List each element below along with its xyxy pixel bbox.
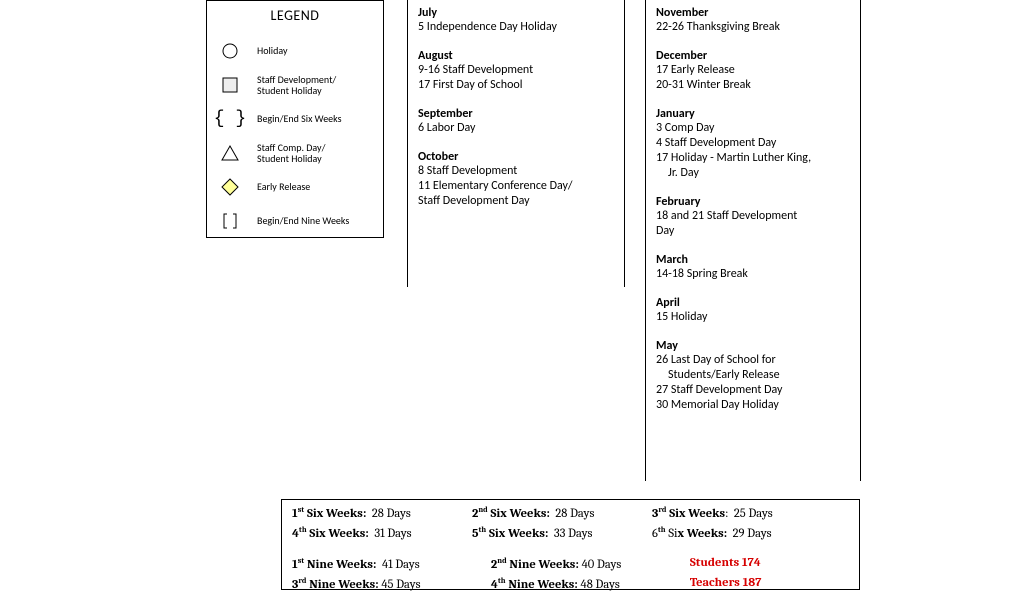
month-block: October8 Staff Development11 Elementary … [418, 150, 614, 209]
month-block: April15 Holiday [656, 296, 850, 325]
event-line: 14-18 Spring Break [656, 267, 850, 282]
nine-weeks-row-1: 1st Nine Weeks: 41 Days 2nd Nine Weeks: … [292, 555, 849, 575]
legend-label: Holiday [257, 45, 287, 57]
month-name: February [656, 195, 850, 209]
legend-row-comp-day: Staff Comp. Day/Student Holiday [207, 136, 383, 170]
legend-label: Early Release [257, 181, 310, 193]
events-column-1: July5 Independence Day Holiday August9-16… [407, 0, 625, 287]
six-weeks-3: 3rd Six Weeks: 25 Days [652, 504, 832, 524]
event-line: 17 First Day of School [418, 78, 614, 93]
event-line: 17 Early Release [656, 63, 850, 78]
triangle-icon [217, 140, 243, 166]
legend-row-six-weeks: { } Begin/End Six Weeks [207, 102, 383, 136]
brackets-icon [217, 208, 243, 234]
legend-label: Staff Development/Student Holiday [257, 74, 336, 97]
event-line: 17 Holiday - Martin Luther King, [656, 151, 850, 166]
event-line: Day [656, 224, 850, 239]
events-column-2: November22-26 Thanksgiving Break December… [645, 0, 861, 481]
month-name: November [656, 6, 850, 20]
month-block: May26 Last Day of School forStudents/Ear… [656, 339, 850, 413]
event-line: 5 Independence Day Holiday [418, 20, 614, 35]
event-line: 22-26 Thanksgiving Break [656, 20, 850, 35]
month-name: July [418, 6, 614, 20]
month-name: August [418, 49, 614, 63]
braces-icon: { } [217, 106, 243, 132]
six-weeks-row-2: 4th Six Weeks: 31 Days 5th Six Weeks: 33… [292, 524, 849, 544]
month-block: July5 Independence Day Holiday [418, 6, 614, 35]
students-total: Students 174 [690, 555, 849, 575]
legend-row-staff-dev: Staff Development/Student Holiday [207, 68, 383, 102]
event-line: 4 Staff Development Day [656, 136, 850, 151]
legend-title: LEGEND [207, 7, 383, 24]
month-block: March14-18 Spring Break [656, 253, 850, 282]
diamond-icon [217, 174, 243, 200]
event-line: 3 Comp Day [656, 121, 850, 136]
event-line: 6 Labor Day [418, 121, 614, 136]
nine-weeks-4: 4th Nine Weeks: 48 Days [491, 575, 690, 595]
month-block: August9-16 Staff Development17 First Day… [418, 49, 614, 93]
page: LEGEND Holiday Staff Development/Student… [0, 0, 1029, 593]
legend-label: Begin/End Six Weeks [257, 113, 342, 125]
month-block: February18 and 21 Staff DevelopmentDay [656, 195, 850, 239]
event-line: 11 Elementary Conference Day/ [418, 179, 614, 194]
event-line: Jr. Day [656, 166, 850, 181]
legend-row-early-release: Early Release [207, 170, 383, 204]
nine-weeks-3: 3rd Nine Weeks: 45 Days [292, 575, 491, 595]
month-block: November22-26 Thanksgiving Break [656, 6, 850, 35]
legend-box: LEGEND Holiday Staff Development/Student… [206, 0, 384, 238]
month-name: January [656, 107, 850, 121]
nine-weeks-1: 1st Nine Weeks: 41 Days [292, 555, 491, 575]
legend-row-holiday: Holiday [207, 34, 383, 68]
nine-weeks-row-2: 3rd Nine Weeks: 45 Days 4th Nine Weeks: … [292, 575, 849, 595]
teachers-total: Teachers 187 [690, 575, 849, 595]
month-block: January3 Comp Day4 Staff Development Day… [656, 107, 850, 181]
event-line: 9-16 Staff Development [418, 63, 614, 78]
legend-row-nine-weeks: Begin/End Nine Weeks [207, 204, 383, 238]
six-weeks-4: 4th Six Weeks: 31 Days [292, 524, 472, 544]
legend-label: Staff Comp. Day/Student Holiday [257, 142, 325, 165]
event-line: Staff Development Day [418, 194, 614, 209]
event-line: 26 Last Day of School for [656, 353, 850, 368]
event-line: 18 and 21 Staff Development [656, 209, 850, 224]
six-weeks-1: 1st Six Weeks: 28 Days [292, 504, 472, 524]
event-line: 15 Holiday [656, 310, 850, 325]
month-name: May [656, 339, 850, 353]
event-line: 30 Memorial Day Holiday [656, 398, 850, 413]
month-name: March [656, 253, 850, 267]
month-name: October [418, 150, 614, 164]
month-name: September [418, 107, 614, 121]
six-weeks-6: 6th Six Weeks: 29 Days [652, 524, 832, 544]
month-name: April [656, 296, 850, 310]
event-line: 27 Staff Development Day [656, 383, 850, 398]
month-name: December [656, 49, 850, 63]
event-line: 8 Staff Development [418, 164, 614, 179]
six-weeks-5: 5th Six Weeks: 33 Days [472, 524, 652, 544]
legend-label: Begin/End Nine Weeks [257, 215, 349, 227]
summary-box: 1st Six Weeks: 28 Days 2nd Six Weeks: 28… [281, 499, 860, 590]
event-line: Students/Early Release [656, 368, 850, 383]
circle-icon [217, 38, 243, 64]
month-block: September6 Labor Day [418, 107, 614, 136]
six-weeks-2: 2nd Six Weeks: 28 Days [472, 504, 652, 524]
month-block: December17 Early Release20-31 Winter Bre… [656, 49, 850, 93]
nine-weeks-2: 2nd Nine Weeks: 40 Days [491, 555, 690, 575]
six-weeks-row-1: 1st Six Weeks: 28 Days 2nd Six Weeks: 28… [292, 504, 849, 524]
square-icon [217, 72, 243, 98]
event-line: 20-31 Winter Break [656, 78, 850, 93]
